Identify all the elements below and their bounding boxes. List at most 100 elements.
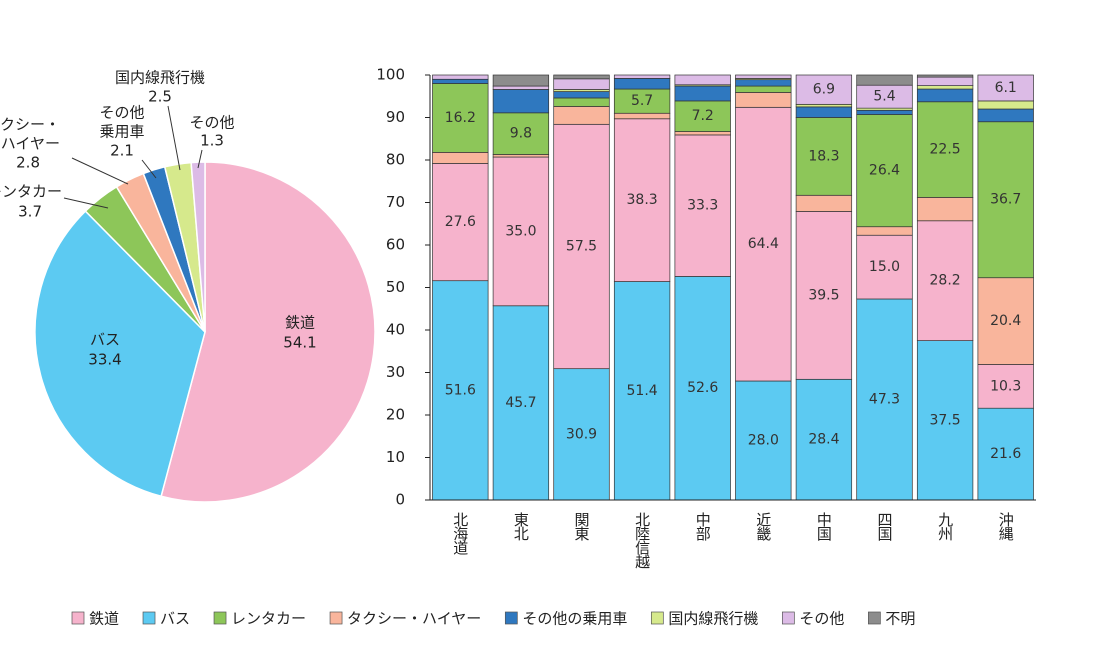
bar-segment <box>492 89 550 114</box>
pie-value-label: 33.4 <box>88 351 121 369</box>
bar-segment <box>916 340 974 501</box>
bar-value-label: 64.4 <box>748 236 779 252</box>
bar-segment <box>795 211 853 380</box>
bar-value-label: 5.7 <box>631 93 653 109</box>
bar-segment <box>553 123 610 370</box>
bar-segment <box>735 92 792 108</box>
bar-segment <box>432 78 489 84</box>
bar-value-label: 6.9 <box>813 82 835 98</box>
bar-segment <box>553 106 610 125</box>
pie-label: その他 <box>189 114 234 132</box>
x-tick-label: 中部 <box>694 512 712 541</box>
x-tick-label: 九州 <box>936 512 954 541</box>
bar-segment <box>856 74 913 86</box>
bar-segment <box>553 368 610 501</box>
legend-label: その他の乗用車 <box>522 610 627 628</box>
y-tick-label: 90 <box>386 108 405 126</box>
bar-value-label: 20.4 <box>990 313 1021 329</box>
bar-segment <box>432 74 489 80</box>
legend-label: その他 <box>799 610 844 628</box>
bar-segment <box>613 74 671 79</box>
bar-segment <box>795 117 853 196</box>
bar-segment <box>674 100 731 132</box>
bar-segment <box>916 220 974 341</box>
bar-value-label: 15.0 <box>869 259 900 275</box>
bar-segment <box>795 378 853 501</box>
bar-segment <box>735 79 792 87</box>
bar-value-label: 21.6 <box>990 446 1021 462</box>
pie-label: その他 <box>99 104 144 122</box>
bar-segment <box>432 152 489 164</box>
bar-value-label: 36.7 <box>990 192 1021 208</box>
bar-value-label: 18.3 <box>808 148 839 164</box>
bar-segment <box>916 101 974 198</box>
bar-segment <box>977 364 1034 409</box>
pie-value-label: 2.8 <box>16 154 40 172</box>
legend-swatch <box>329 611 343 625</box>
bar-segment <box>795 106 853 118</box>
bar-segment <box>735 380 792 501</box>
pie-label: レンタカー <box>0 183 62 201</box>
bar-segment <box>735 106 792 382</box>
bar-value-label: 22.5 <box>930 142 961 158</box>
legend-swatch <box>650 611 664 625</box>
bar-segment <box>916 74 974 78</box>
bar-value-label: 7.2 <box>692 108 714 124</box>
bar-segment <box>553 91 610 99</box>
bar-value-label: 10.3 <box>990 378 1021 394</box>
legend-label: 国内線飛行機 <box>668 610 758 628</box>
pie-value-label: 3.7 <box>18 203 42 221</box>
bar-value-label: 26.4 <box>869 163 900 179</box>
bar-value-label: 52.6 <box>687 380 718 396</box>
leader-line <box>63 197 109 209</box>
bar-segment <box>977 108 1034 123</box>
y-tick-label: 0 <box>395 491 405 509</box>
legend-swatch <box>142 611 156 625</box>
legend-swatch <box>71 611 85 625</box>
legend-label: 不明 <box>885 610 915 628</box>
x-tick-label: 東北 <box>512 512 530 541</box>
bar-value-label: 6.1 <box>995 80 1017 96</box>
y-tick-label: 50 <box>386 278 405 296</box>
bar-segment <box>977 277 1034 365</box>
bar-segment <box>553 74 610 80</box>
bar-segment <box>977 100 1034 110</box>
bar-segment <box>613 118 671 282</box>
x-tick-label: 沖縄 <box>997 512 1015 541</box>
y-tick-label: 80 <box>386 151 405 169</box>
pie-value-label: 2.1 <box>110 142 134 160</box>
bar-segment <box>613 281 671 501</box>
pie-label: タクシー・ <box>0 116 60 134</box>
bar-segment <box>432 280 489 501</box>
legend-swatch <box>781 611 795 625</box>
bar-segment <box>613 88 671 114</box>
pie-slice <box>34 210 206 498</box>
bar-value-label: 30.9 <box>566 426 597 442</box>
bar-segment <box>795 103 853 108</box>
legend-label: タクシー・ハイヤー <box>347 610 481 628</box>
bar-segment <box>613 78 671 90</box>
bar-value-label: 45.7 <box>505 395 536 411</box>
x-tick-label: 北海道 <box>451 512 469 555</box>
bar-segment <box>916 85 974 90</box>
bar-segment <box>735 74 792 79</box>
pie-label: バス <box>90 331 120 349</box>
y-tick-label: 60 <box>386 236 405 254</box>
bar-segment <box>674 74 731 86</box>
legend-label: レンタカー <box>231 610 306 628</box>
bar-value-label: 5.4 <box>873 89 895 105</box>
bar-segment <box>916 197 974 222</box>
bar-segment <box>916 88 974 103</box>
bar-value-label: 51.6 <box>445 382 476 398</box>
bar-value-label: 28.2 <box>930 273 961 289</box>
legend-swatch <box>213 611 227 625</box>
bar-value-label: 33.3 <box>687 198 718 214</box>
bar-segment <box>553 78 610 90</box>
bar-value-label: 51.4 <box>627 383 658 399</box>
bar-segment <box>432 83 489 153</box>
bar-segment <box>916 76 974 86</box>
x-tick-label: 北陸信越 <box>633 512 651 569</box>
bar-segment <box>977 74 1034 102</box>
bar-segment <box>856 226 913 236</box>
y-tick-label: 30 <box>386 363 405 381</box>
